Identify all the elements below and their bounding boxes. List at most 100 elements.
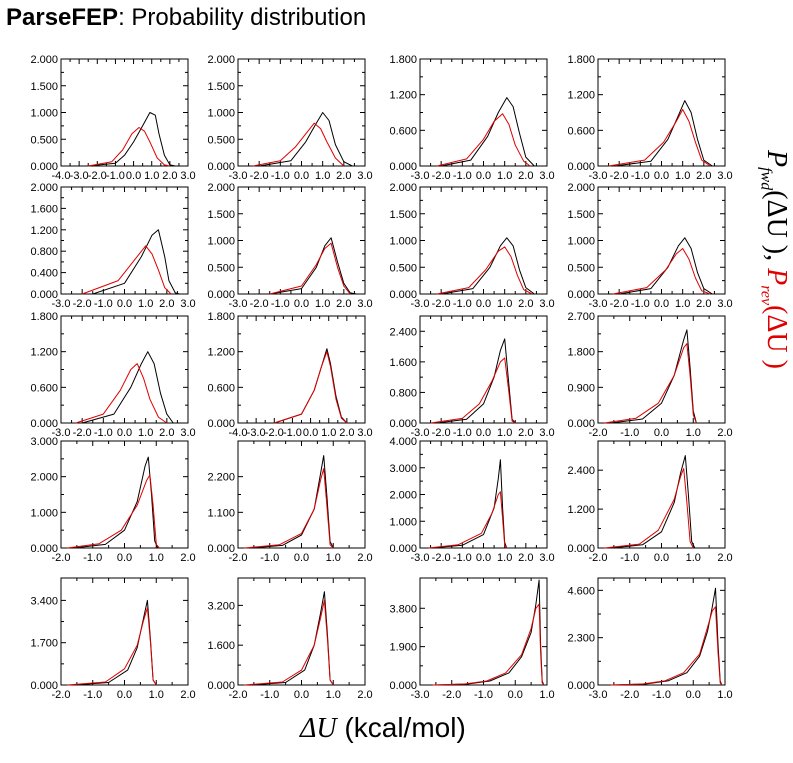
x-tick-label: 1.0 bbox=[321, 427, 336, 439]
x-tick-label: -3.0 bbox=[52, 427, 71, 439]
x-tick-label: 0.0 bbox=[294, 552, 309, 564]
x-tick-label: -1.0 bbox=[271, 298, 290, 310]
x-tick-label: 2.0 bbox=[159, 298, 174, 310]
subplot-9: -3.0 -2.0 -1.0 0.0 1.0 2.0 3.0 0.000 0.600 1.200 1… bbox=[30, 311, 195, 439]
x-tick-label: 1.0 bbox=[315, 298, 330, 310]
x-tick-label: 0.0 bbox=[117, 552, 132, 564]
y-title-fwd-sub: fwd bbox=[757, 167, 775, 191]
series-line-reverse bbox=[244, 468, 334, 549]
y-tick-label: 3.000 bbox=[389, 463, 417, 475]
y-tick-label: 2.400 bbox=[389, 326, 417, 338]
y-tick-label: 0.000 bbox=[207, 418, 235, 430]
plot-frame bbox=[597, 58, 726, 167]
x-tick-label: 0.0 bbox=[508, 689, 523, 701]
plot-frame bbox=[237, 186, 366, 295]
y-tick-label: 1.600 bbox=[207, 640, 235, 652]
y-tick-label: 0.400 bbox=[30, 268, 58, 280]
x-tick-label: 3.0 bbox=[180, 298, 195, 310]
x-tick-label: -2.0 bbox=[265, 427, 284, 439]
y-tick-label: 3.200 bbox=[207, 600, 235, 612]
x-tick-label: -2.0 bbox=[250, 170, 269, 182]
x-tick-label: 1.0 bbox=[539, 689, 554, 701]
y-tick-label: 1.500 bbox=[30, 81, 58, 93]
y-tick-label: 1.800 bbox=[567, 347, 595, 359]
plot-frame bbox=[597, 315, 726, 424]
x-tick-label: 1.0 bbox=[138, 298, 153, 310]
x-tick-label: 1.0 bbox=[497, 552, 512, 564]
x-tick-label: 2.0 bbox=[518, 170, 533, 182]
y-tick-label: 0.000 bbox=[30, 161, 58, 173]
y-tick-label: 3.400 bbox=[30, 595, 58, 607]
x-tick-label: -1.0 bbox=[260, 689, 279, 701]
x-tick-label: -4.0 bbox=[229, 427, 248, 439]
subplot-17: -2.0 -1.0 0.0 1.0 2.0 0.000 1.700 3.400 bbox=[30, 577, 196, 701]
y-tick-label: 0.000 bbox=[389, 161, 417, 173]
y-tick-label: 1.600 bbox=[389, 357, 417, 369]
y-tick-label: 1.800 bbox=[207, 311, 235, 323]
y-tick-label: 2.700 bbox=[567, 311, 595, 323]
x-tick-label: 3.0 bbox=[717, 170, 732, 182]
series-line-reverse bbox=[82, 245, 172, 295]
series-line-forward bbox=[82, 351, 174, 424]
y-tick-label: 1.500 bbox=[207, 209, 235, 221]
series-line-forward bbox=[610, 329, 697, 424]
x-tick-label: 0.0 bbox=[476, 170, 491, 182]
title-app-name: ParseFEP bbox=[6, 4, 119, 31]
x-tick-label: -2.0 bbox=[52, 689, 71, 701]
series-line-reverse bbox=[428, 491, 508, 549]
x-tick-label: 1.0 bbox=[149, 552, 164, 564]
x-tick-label: -1.0 bbox=[453, 552, 472, 564]
y-tick-label: 1.800 bbox=[389, 54, 417, 66]
x-tick-label: 1.0 bbox=[686, 427, 701, 439]
x-tick-label: 1.0 bbox=[675, 298, 690, 310]
y-tick-label: 1.200 bbox=[30, 347, 58, 359]
y-tick-label: 4.600 bbox=[567, 585, 595, 597]
y-title-rev-sub: rev bbox=[757, 285, 775, 306]
x-tick-label: -1.0 bbox=[620, 427, 639, 439]
y-tick-label: 3.000 bbox=[30, 436, 58, 448]
x-tick-label: 2.0 bbox=[336, 298, 351, 310]
x-tick-label: -2.0 bbox=[610, 170, 629, 182]
x-tick-label: 0.0 bbox=[686, 689, 701, 701]
x-tick-label: -1.0 bbox=[83, 689, 102, 701]
y-title-rev-arg: (ΔU ) bbox=[761, 305, 792, 369]
y-tick-label: 1.000 bbox=[207, 108, 235, 120]
x-tick-label: -2.0 bbox=[620, 689, 639, 701]
y-tick-label: 0.600 bbox=[567, 125, 595, 137]
x-tick-label: -1.0 bbox=[474, 689, 493, 701]
x-tick-label: -3.0 bbox=[411, 552, 430, 564]
series-line-forward bbox=[88, 112, 176, 167]
x-tick-label: 1.0 bbox=[138, 427, 153, 439]
x-tick-label: -3.0 bbox=[411, 689, 430, 701]
plot-frame bbox=[60, 440, 189, 549]
y-title-fwd-arg: (ΔU ), bbox=[761, 190, 792, 262]
series-line-forward bbox=[435, 579, 545, 686]
x-tick-label: -1.0 bbox=[260, 552, 279, 564]
x-tick-label: 1.0 bbox=[326, 552, 341, 564]
y-tick-label: 1.500 bbox=[207, 81, 235, 93]
x-tick-label: -1.0 bbox=[271, 170, 290, 182]
subplot-4: -3.0 -2.0 -1.0 0.0 1.0 2.0 3.0 0.000 0.600 1.200 1… bbox=[567, 54, 732, 182]
subplot-10: -4.0 -3.0 -2.0 -1.0 0.0 1.0 2.0 3.0 0.000 0.600 1.… bbox=[207, 311, 372, 439]
plot-frame bbox=[419, 315, 548, 424]
y-tick-label: 0.500 bbox=[30, 134, 58, 146]
y-tick-label: 2.000 bbox=[207, 182, 235, 194]
subplot-13: -2.0 -1.0 0.0 1.0 2.0 0.000 1.000 2.000 3.000 bbox=[30, 436, 195, 564]
plot-frame bbox=[419, 440, 548, 549]
series-line-reverse bbox=[436, 113, 531, 167]
x-tick-label: 1.0 bbox=[675, 170, 690, 182]
y-tick-label: 0.000 bbox=[389, 680, 417, 692]
y-tick-label: 1.200 bbox=[30, 225, 58, 237]
y-tick-label: 2.000 bbox=[207, 54, 235, 66]
y-tick-label: 0.000 bbox=[30, 418, 58, 430]
x-tick-label: 1.0 bbox=[497, 298, 512, 310]
x-tick-label: 2.0 bbox=[180, 689, 195, 701]
x-tick-label: -2.0 bbox=[432, 427, 451, 439]
x-tick-label: -1.0 bbox=[453, 427, 472, 439]
y-tick-label: 1.600 bbox=[30, 203, 58, 215]
y-tick-label: 0.000 bbox=[389, 289, 417, 301]
y-tick-label: 0.000 bbox=[567, 289, 595, 301]
y-tick-label: 0.800 bbox=[389, 387, 417, 399]
y-tick-label: 0.500 bbox=[389, 262, 417, 274]
x-tick-label: 3.0 bbox=[539, 170, 554, 182]
